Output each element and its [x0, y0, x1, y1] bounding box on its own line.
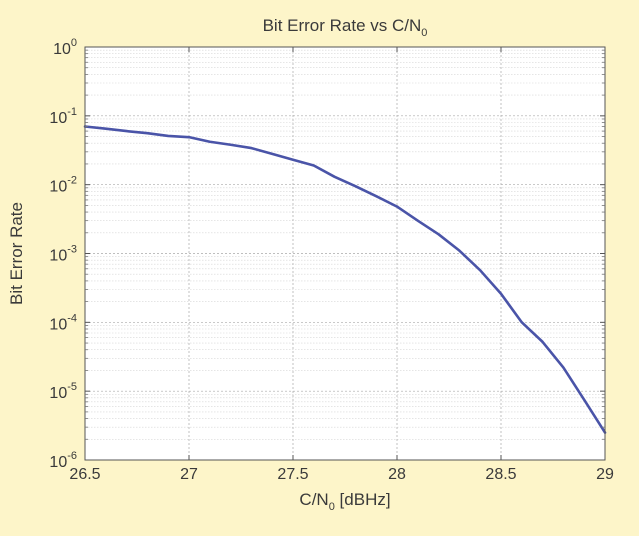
y-tick-label-base: 10: [49, 385, 67, 402]
y-tick-label-exponent: 0: [71, 37, 77, 49]
y-tick-label-base: 10: [49, 110, 67, 127]
y-tick-label: 10-1: [49, 106, 77, 127]
y-axis-label: Bit Error Rate: [7, 202, 26, 305]
x-tick-label: 27.5: [277, 466, 308, 483]
chart-title-subscript: 0: [421, 27, 427, 39]
x-tick-label: 26.5: [69, 466, 100, 483]
y-tick-label: 10-4: [49, 312, 77, 333]
x-axis-label-subscript: 0: [329, 501, 335, 513]
chart-title-main: Bit Error Rate vs C/N: [263, 16, 422, 35]
y-tick-label-exponent: -3: [67, 244, 77, 256]
y-tick-label: 10-3: [49, 244, 77, 265]
x-axis-label-main: C/N: [299, 490, 328, 509]
series-layer: [83, 125, 607, 434]
chart-title: Bit Error Rate vs C/N0: [263, 16, 428, 39]
x-tick-label: 27: [180, 466, 198, 483]
y-tick-label-base: 10: [49, 454, 67, 471]
x-tick-label: 28.5: [485, 466, 516, 483]
y-tick-label: 10-6: [49, 450, 77, 471]
y-tick-label-exponent: -1: [67, 106, 77, 118]
y-tick-label-exponent: -4: [67, 312, 77, 324]
axis-ticks: 26.5 27 27.5 28 28.5 2910010-110-210-310-410-…: [49, 37, 614, 483]
grid: [84, 46, 606, 461]
x-tick-label: 28: [388, 466, 406, 483]
x-axis-label: C/N0 [dBHz]: [299, 490, 390, 513]
y-tick-label: 100: [53, 37, 77, 58]
y-tick-label-base: 10: [53, 41, 71, 58]
y-tick-label-exponent: -6: [67, 450, 77, 462]
x-tick-label: 29: [596, 466, 614, 483]
y-tick-label-base: 10: [49, 316, 67, 333]
y-tick-label-base: 10: [49, 248, 67, 265]
y-tick-label-exponent: -5: [67, 381, 77, 393]
y-tick-label-base: 10: [49, 179, 67, 196]
y-tick-label-exponent: -2: [67, 175, 77, 187]
y-tick-label: 10-2: [49, 175, 77, 196]
x-axis-label-unit: [dBHz]: [335, 490, 391, 509]
y-tick-label: 10-5: [49, 381, 77, 402]
series-line-ber: [83, 125, 607, 434]
